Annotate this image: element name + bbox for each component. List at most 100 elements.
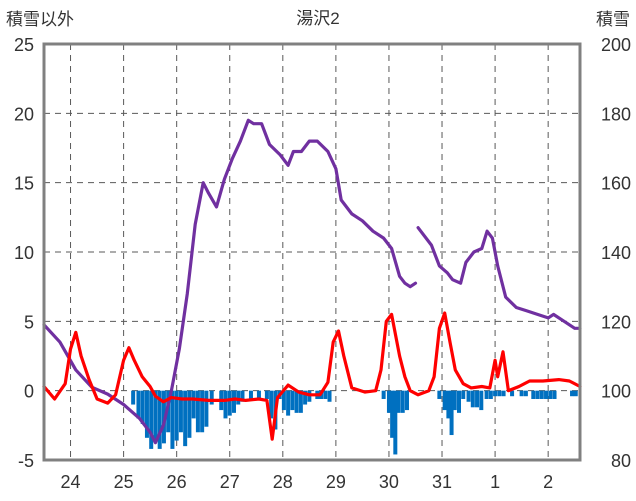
precip-bar bbox=[136, 390, 141, 419]
right-tick-label: 160 bbox=[601, 174, 631, 194]
x-tick-label: 28 bbox=[273, 472, 293, 492]
left-tick-label: -5 bbox=[18, 451, 34, 471]
left-tick-label: 10 bbox=[14, 243, 34, 263]
precip-bar bbox=[140, 390, 145, 424]
right-tick-label: 80 bbox=[611, 451, 631, 471]
precip-bar bbox=[183, 390, 188, 447]
precip-bar bbox=[396, 390, 401, 413]
precip-bar bbox=[281, 390, 286, 411]
precip-bar bbox=[475, 390, 480, 408]
precip-bar bbox=[497, 390, 502, 397]
precip-bar bbox=[519, 390, 524, 397]
precip-bar bbox=[231, 390, 236, 413]
series-lines bbox=[42, 118, 582, 445]
x-tick-label: 2 bbox=[543, 472, 553, 492]
precip-bar bbox=[323, 390, 328, 399]
left-tick-label: 20 bbox=[14, 104, 34, 124]
precip-bar bbox=[381, 390, 386, 399]
right-tick-label: 140 bbox=[601, 243, 631, 263]
left-tick-label: 25 bbox=[14, 35, 34, 55]
x-tick-label: 31 bbox=[432, 472, 452, 492]
right-tick-label: 180 bbox=[601, 104, 631, 124]
precip-bar bbox=[223, 390, 228, 419]
precip-bar bbox=[393, 390, 398, 455]
precip-bar bbox=[488, 390, 493, 399]
precip-bar bbox=[157, 390, 162, 449]
x-tick-label: 1 bbox=[490, 472, 500, 492]
precip-bar bbox=[470, 390, 475, 408]
precip-bar bbox=[484, 390, 489, 399]
precip-bar bbox=[286, 390, 291, 416]
precip-bar bbox=[479, 390, 484, 411]
precip-bar bbox=[170, 390, 175, 449]
precip-bar bbox=[153, 390, 158, 441]
precip-bar bbox=[240, 390, 245, 402]
x-tick-label: 25 bbox=[114, 472, 134, 492]
temperature-line bbox=[42, 311, 582, 441]
precip-bar bbox=[174, 390, 179, 441]
precip-bar bbox=[552, 390, 557, 399]
precip-bar bbox=[493, 390, 498, 397]
precip-bar bbox=[290, 390, 295, 411]
precip-bar bbox=[248, 390, 253, 399]
precip-bar bbox=[548, 390, 553, 399]
precip-bar bbox=[187, 390, 192, 438]
chart-title: 湯沢2 bbox=[296, 9, 339, 28]
precip-bar bbox=[501, 390, 506, 397]
precip-bar bbox=[227, 390, 232, 416]
precip-bar bbox=[256, 390, 261, 399]
precip-bar bbox=[390, 390, 395, 438]
precip-bar bbox=[446, 390, 451, 419]
precip-bar bbox=[466, 390, 471, 402]
x-tick-label: 24 bbox=[61, 472, 81, 492]
precip-bar bbox=[510, 390, 515, 397]
right-tick-label: 120 bbox=[601, 312, 631, 332]
precip-bar bbox=[178, 390, 183, 433]
left-tick-label: 15 bbox=[14, 174, 34, 194]
precip-bar bbox=[236, 390, 241, 405]
axes: -5 0 5 10 15 20 25 80 100 120 140 160 180 200 24 25 26 27… bbox=[14, 35, 631, 492]
precip-bar bbox=[400, 390, 405, 413]
precip-bar bbox=[191, 390, 196, 419]
precip-bar bbox=[264, 390, 269, 399]
precip-bar bbox=[523, 390, 528, 397]
precip-bar bbox=[386, 390, 391, 413]
precip-bar bbox=[457, 390, 462, 413]
left-tick-label: 5 bbox=[24, 312, 34, 332]
plot-frame bbox=[42, 42, 582, 462]
precip-bar bbox=[461, 390, 466, 399]
x-tick-label: 27 bbox=[220, 472, 240, 492]
precip-bar bbox=[449, 390, 454, 436]
precip-bar bbox=[539, 390, 544, 399]
precip-bar bbox=[204, 390, 209, 427]
precip-bar bbox=[131, 390, 136, 405]
x-tick-label: 29 bbox=[326, 472, 346, 492]
precip-bar bbox=[269, 390, 274, 419]
precip-bar bbox=[200, 390, 205, 433]
precip-bar bbox=[327, 390, 332, 402]
precip-bar bbox=[544, 390, 549, 399]
precip-bar bbox=[531, 390, 536, 399]
left-axis-title: 積雪以外 bbox=[6, 10, 74, 29]
precip-bar bbox=[452, 390, 457, 411]
snow-depth-line bbox=[42, 118, 582, 445]
precip-bar bbox=[144, 390, 149, 438]
precip-bar bbox=[294, 390, 299, 413]
precip-bar bbox=[303, 390, 308, 405]
x-tick-label: 30 bbox=[379, 472, 399, 492]
precip-bar bbox=[442, 390, 447, 411]
precip-bar bbox=[573, 390, 578, 397]
precip-bar bbox=[437, 390, 442, 399]
precip-bar bbox=[570, 390, 575, 397]
precip-bar bbox=[195, 390, 200, 433]
precip-bar bbox=[149, 390, 154, 449]
right-axis-title: 積雪 bbox=[596, 10, 630, 29]
x-tick-label: 26 bbox=[167, 472, 187, 492]
precip-bar bbox=[298, 390, 303, 413]
precip-bar bbox=[404, 390, 409, 411]
precip-bar bbox=[535, 390, 540, 399]
right-tick-label: 100 bbox=[601, 382, 631, 402]
right-tick-label: 200 bbox=[601, 35, 631, 55]
left-tick-label: 0 bbox=[24, 382, 34, 402]
